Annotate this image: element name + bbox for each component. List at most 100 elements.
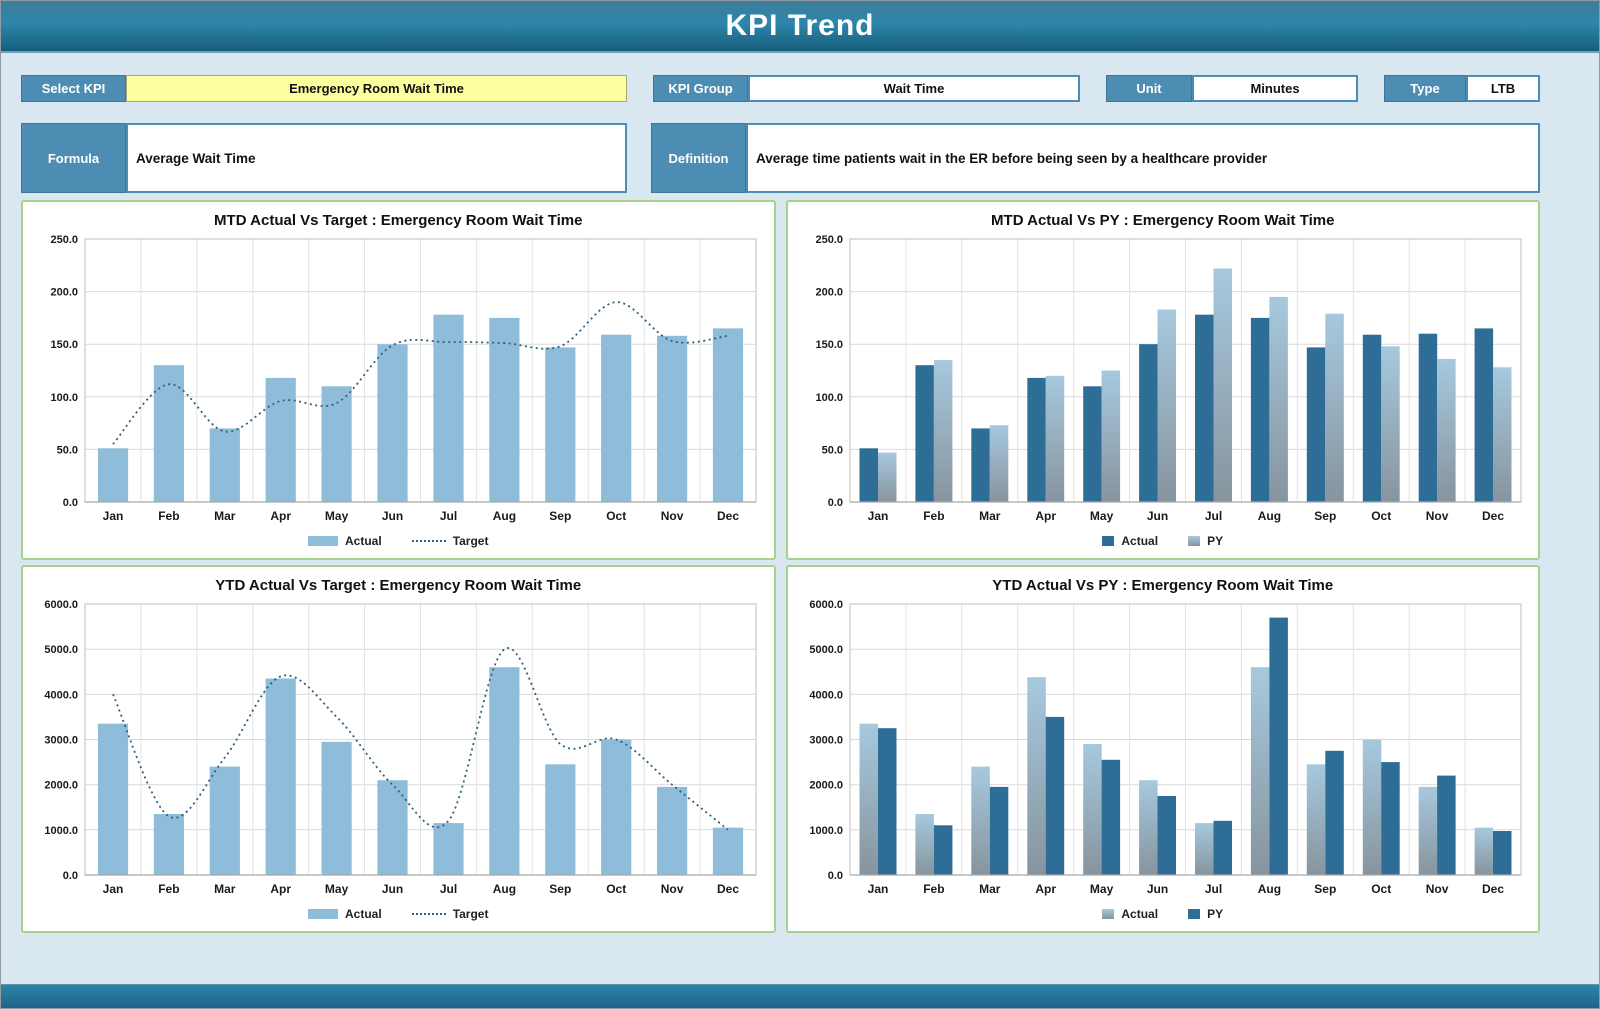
charts-grid: MTD Actual Vs Target : Emergency Room Wa… bbox=[1, 200, 1599, 933]
svg-text:May: May bbox=[1089, 509, 1113, 523]
svg-text:Mar: Mar bbox=[979, 509, 1001, 523]
chart-title: YTD Actual Vs Target : Emergency Room Wa… bbox=[215, 577, 582, 594]
legend-item-target: Target bbox=[411, 907, 489, 921]
chart-legend: Actual Target bbox=[29, 901, 768, 927]
svg-text:Sep: Sep bbox=[1314, 509, 1336, 523]
legend-line-swatch bbox=[411, 913, 446, 915]
svg-text:Oct: Oct bbox=[1371, 509, 1391, 523]
svg-text:Apr: Apr bbox=[1035, 509, 1056, 523]
svg-text:1000.0: 1000.0 bbox=[44, 825, 78, 837]
svg-text:100.0: 100.0 bbox=[815, 392, 843, 404]
kpi-group-field: Wait Time bbox=[748, 75, 1080, 102]
svg-text:May: May bbox=[325, 509, 349, 523]
definition-value: Average time patients wait in the ER bef… bbox=[746, 123, 1540, 193]
chart-canvas: 0.0 1000.0 2000.0 3000.0 4000.0 5000.0 6000.0 J… bbox=[794, 594, 1533, 901]
svg-text:50.0: 50.0 bbox=[821, 444, 842, 456]
select-kpi-control: Select KPI Emergency Room Wait Time bbox=[21, 75, 627, 102]
legend-bar-swatch bbox=[1102, 909, 1115, 919]
type-field: LTB bbox=[1466, 75, 1540, 102]
chart-legend: Actual PY bbox=[794, 528, 1533, 554]
svg-text:6000.0: 6000.0 bbox=[44, 599, 78, 611]
svg-text:Aug: Aug bbox=[1257, 882, 1280, 896]
svg-text:0.0: 0.0 bbox=[63, 870, 78, 882]
legend-bar-swatch bbox=[308, 536, 338, 546]
chart-panel-ytd-actual-vs-py: YTD Actual Vs PY : Emergency Room Wait T… bbox=[785, 565, 1540, 933]
svg-text:2000.0: 2000.0 bbox=[44, 780, 78, 792]
svg-text:Jun: Jun bbox=[1146, 509, 1167, 523]
chart-panel-mtd-actual-vs-py: MTD Actual Vs PY : Emergency Room Wait T… bbox=[785, 200, 1540, 560]
legend-item-py: PY bbox=[1188, 907, 1223, 921]
chart-legend: Actual Target bbox=[29, 528, 768, 554]
svg-text:Sep: Sep bbox=[549, 509, 571, 523]
legend-bar-swatch bbox=[1188, 909, 1201, 919]
svg-text:Jun: Jun bbox=[382, 882, 403, 896]
svg-text:Oct: Oct bbox=[1371, 882, 1391, 896]
svg-text:Jul: Jul bbox=[440, 509, 457, 523]
legend-item-actual: Actual bbox=[308, 534, 382, 548]
svg-text:May: May bbox=[325, 882, 349, 896]
svg-text:Dec: Dec bbox=[1481, 882, 1503, 896]
svg-text:50.0: 50.0 bbox=[57, 444, 78, 456]
unit-control: Unit Minutes bbox=[1106, 75, 1358, 102]
chart-canvas: 0.0 1000.0 2000.0 3000.0 4000.0 5000.0 6000.0 J… bbox=[29, 594, 768, 901]
unit-field: Minutes bbox=[1192, 75, 1358, 102]
svg-text:250.0: 250.0 bbox=[50, 234, 78, 246]
svg-text:6000.0: 6000.0 bbox=[809, 599, 843, 611]
formula-block: Formula Average Wait Time bbox=[21, 123, 627, 193]
svg-text:Jan: Jan bbox=[103, 509, 124, 523]
svg-text:Feb: Feb bbox=[158, 882, 179, 896]
svg-text:Nov: Nov bbox=[661, 509, 684, 523]
svg-text:Feb: Feb bbox=[923, 509, 944, 523]
svg-text:Jul: Jul bbox=[1204, 882, 1221, 896]
legend-label: Target bbox=[452, 907, 489, 921]
svg-text:Jan: Jan bbox=[867, 882, 888, 896]
svg-text:Feb: Feb bbox=[158, 509, 179, 523]
type-control: Type LTB bbox=[1384, 75, 1540, 102]
svg-text:Jun: Jun bbox=[382, 509, 403, 523]
svg-text:200.0: 200.0 bbox=[815, 287, 843, 299]
svg-text:Dec: Dec bbox=[1481, 509, 1503, 523]
svg-text:4000.0: 4000.0 bbox=[809, 689, 843, 701]
svg-text:Feb: Feb bbox=[923, 882, 944, 896]
chart-svg: 0.0 50.0 100.0 150.0 200.0 250.0 Jan Feb Mar Apr M… bbox=[815, 234, 1521, 523]
svg-text:1000.0: 1000.0 bbox=[809, 825, 843, 837]
chart-title: MTD Actual Vs Target : Emergency Room Wa… bbox=[214, 212, 583, 229]
chart-canvas: 0.0 50.0 100.0 150.0 200.0 250.0 Jan Feb Mar Apr M… bbox=[29, 229, 768, 528]
chart-legend: Actual PY bbox=[794, 901, 1533, 927]
legend-item-target: Target bbox=[411, 534, 489, 548]
formula-value: Average Wait Time bbox=[126, 123, 627, 193]
select-kpi-label: Select KPI bbox=[21, 75, 126, 102]
chart-svg: 0.0 50.0 100.0 150.0 200.0 250.0 Jan Feb Mar Apr M… bbox=[50, 234, 757, 523]
select-kpi-field[interactable]: Emergency Room Wait Time bbox=[126, 75, 627, 102]
kpi-group-label: KPI Group bbox=[653, 75, 748, 102]
svg-text:0.0: 0.0 bbox=[63, 497, 78, 509]
legend-line-swatch bbox=[411, 540, 446, 542]
definition-block: Definition Average time patients wait in… bbox=[651, 123, 1540, 193]
legend-label: Actual bbox=[1121, 534, 1159, 548]
chart-svg: 0.0 1000.0 2000.0 3000.0 4000.0 5000.0 6000.0 J… bbox=[809, 599, 1521, 896]
svg-text:Dec: Dec bbox=[717, 882, 739, 896]
legend-item-actual: Actual bbox=[308, 907, 382, 921]
legend-label: Target bbox=[452, 534, 489, 548]
legend-bar-swatch bbox=[308, 909, 338, 919]
svg-text:Jan: Jan bbox=[103, 882, 124, 896]
svg-text:200.0: 200.0 bbox=[50, 287, 78, 299]
svg-text:150.0: 150.0 bbox=[815, 339, 843, 351]
svg-text:Aug: Aug bbox=[1257, 509, 1280, 523]
info-row: Formula Average Wait Time Definition Ave… bbox=[1, 123, 1599, 193]
chart-panel-ytd-actual-vs-target: YTD Actual Vs Target : Emergency Room Wa… bbox=[21, 565, 776, 933]
svg-text:Jun: Jun bbox=[1146, 882, 1167, 896]
legend-label: Actual bbox=[345, 534, 382, 548]
svg-text:Nov: Nov bbox=[1425, 882, 1448, 896]
svg-text:Aug: Aug bbox=[493, 509, 516, 523]
legend-item-actual: Actual bbox=[1102, 907, 1158, 921]
svg-text:0.0: 0.0 bbox=[827, 870, 842, 882]
formula-label: Formula bbox=[21, 123, 126, 193]
svg-text:3000.0: 3000.0 bbox=[44, 735, 78, 747]
legend-label: PY bbox=[1207, 907, 1224, 921]
legend-label: Actual bbox=[1121, 907, 1159, 921]
chart-title: YTD Actual Vs PY : Emergency Room Wait T… bbox=[992, 577, 1334, 594]
svg-text:Apr: Apr bbox=[270, 882, 291, 896]
svg-text:Nov: Nov bbox=[1425, 509, 1448, 523]
